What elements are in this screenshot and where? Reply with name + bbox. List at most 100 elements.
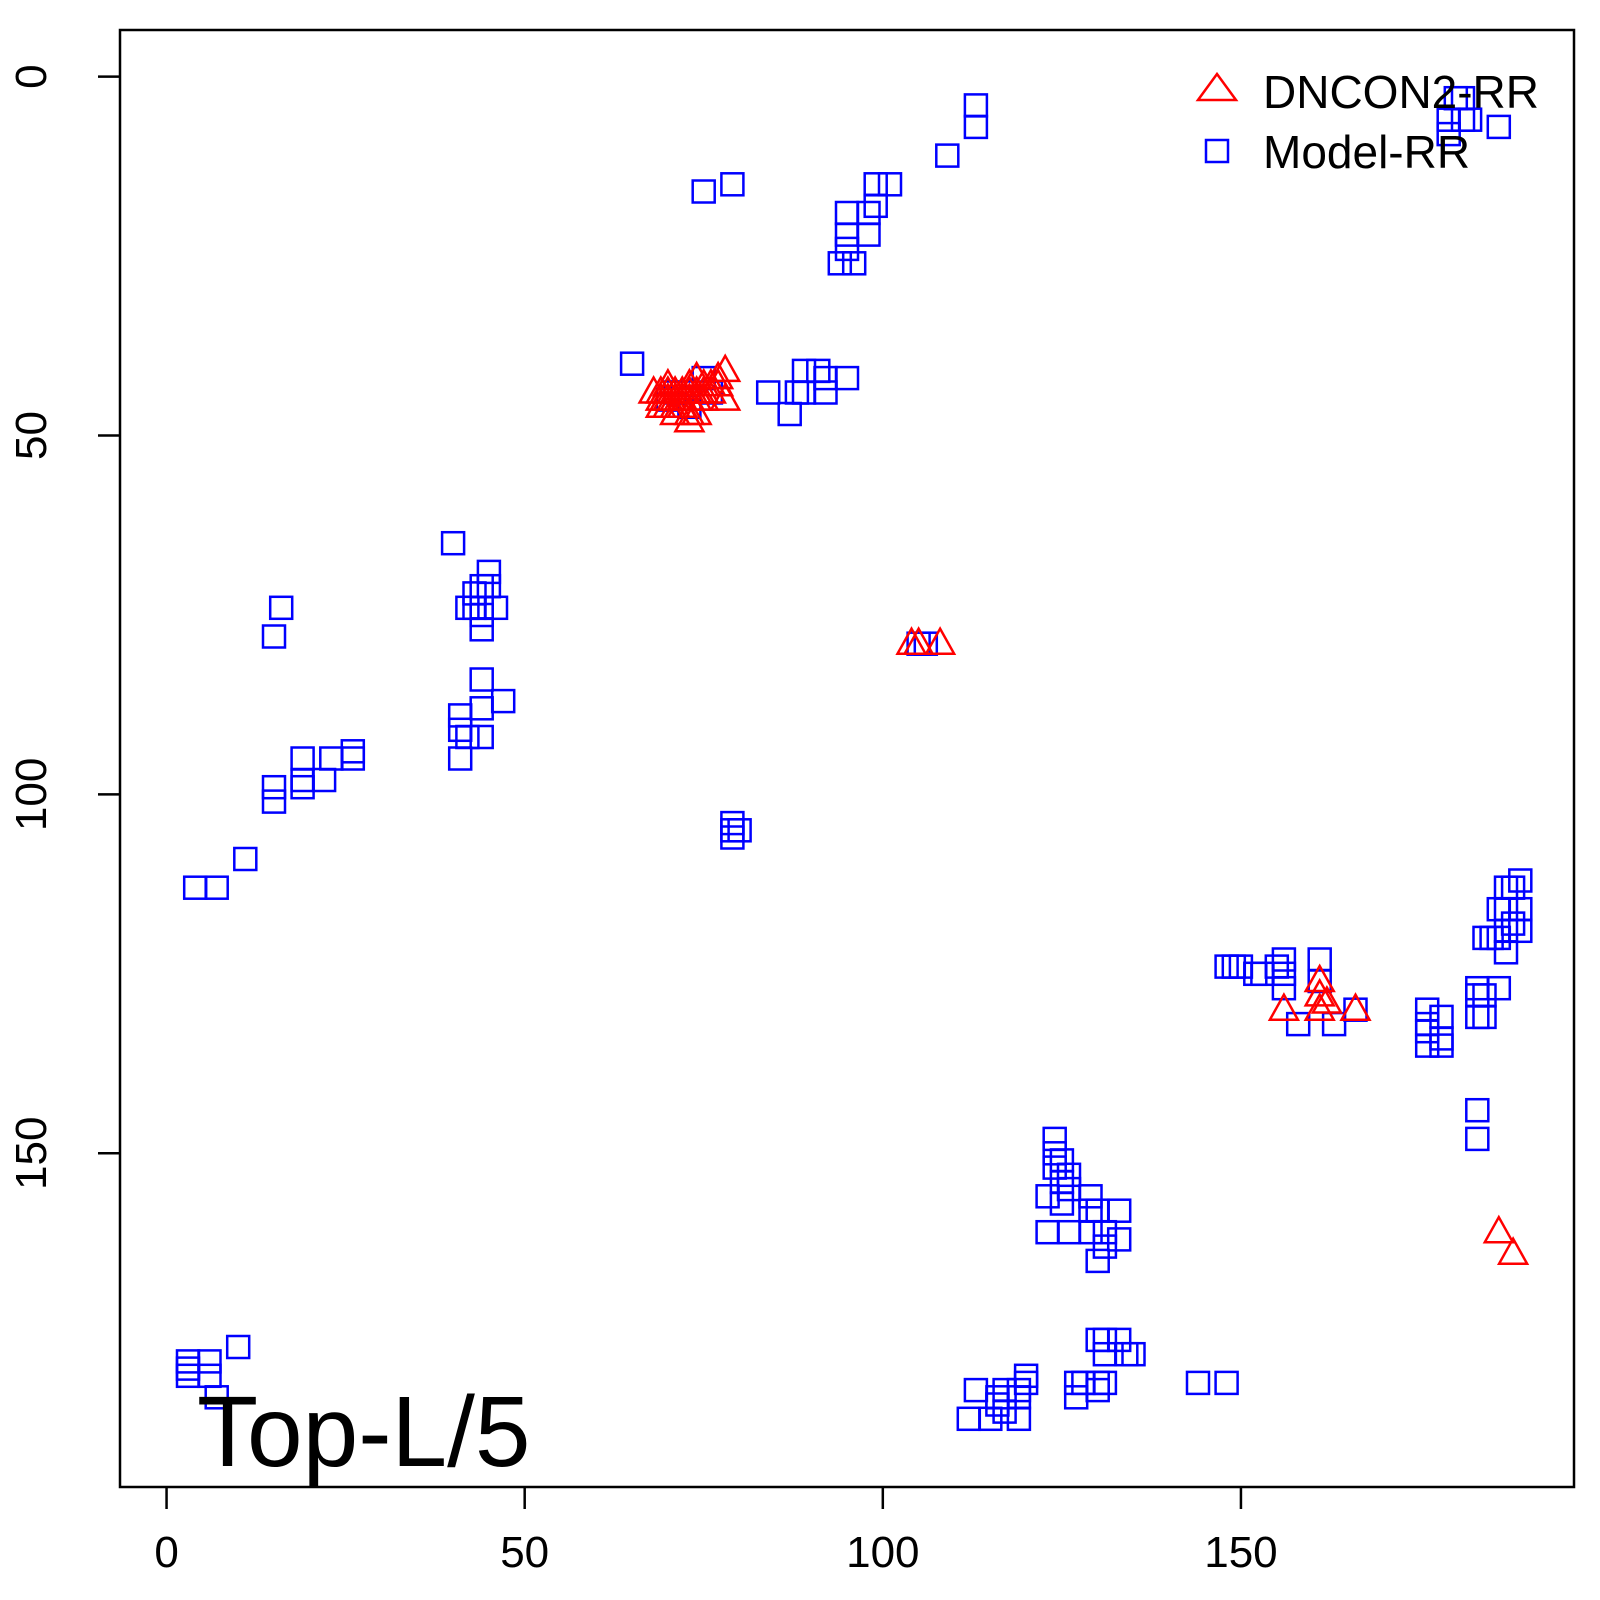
dncon2-rr-point [1267,992,1301,1021]
model-rr-point [1006,1406,1032,1432]
model-rr-point [440,530,466,556]
y-tick-label: 150 [7,1117,56,1190]
model-rr-point [985,1392,1010,1417]
model-rr-point [1271,947,1297,972]
model-rr-point [483,595,509,621]
x-tick-label: 100 [846,1528,919,1577]
model-rr-point [1092,1370,1118,1396]
axis-ticks: 0 50 100 150 0 50 100 150 [7,64,1278,1577]
model-rr-point [1414,1033,1440,1058]
model-rr-point [1085,1248,1110,1274]
model-rr-point [469,602,494,628]
model-rr-point [1092,1327,1118,1353]
model-rr-point [476,559,502,585]
dncon2-rr-point [1303,992,1336,1021]
model-rr-point [727,818,752,843]
model-rr-point [1414,1018,1440,1044]
model-rr-point [720,172,745,197]
model-rr-point [469,617,494,642]
model-rr-point [1106,1198,1132,1223]
x-tick-label: 0 [154,1528,178,1577]
model-rr-point [1056,1162,1082,1188]
model-rr-point [1049,1191,1075,1216]
dncon2-rr-point [1496,1236,1530,1265]
model-rr-point [261,774,287,800]
model-rr-point [1092,1234,1118,1259]
model-rr-point [469,667,494,692]
plot-frame [118,28,1576,1489]
model-rr-point [1472,1004,1497,1030]
model-rr-point [1271,961,1297,987]
legend: DNCON2-RR Model-RR [1195,66,1539,178]
model-rr-point [720,825,745,850]
model-rr-point [813,380,838,405]
model-rr-point [863,193,888,219]
model-rr-point [225,1334,251,1360]
model-rr-point [1106,1327,1132,1353]
y-tick-label: 50 [7,411,56,460]
model-rr-point [1042,1155,1067,1180]
dncon2-rr-point [1303,977,1336,1007]
model-rr-point [1106,1227,1132,1252]
model-rr-point [261,624,287,649]
model-rr-point [935,143,960,168]
legend-label-dncon2-rr: DNCON2-RR [1263,66,1539,118]
dncon2-rr-point [673,403,706,433]
dncon2-rr-point [680,396,713,426]
model-rr-point [841,251,867,276]
model-rr-point [233,846,258,872]
model-rr-point [834,236,860,262]
legend-label-model-rr: Model-RR [1263,126,1470,178]
model-rr-point [204,1385,229,1410]
dncon2-rr-point [701,360,735,390]
y-tick-label: 100 [7,758,56,831]
model-rr-point [1214,1370,1239,1396]
model-rr-point [1500,911,1526,936]
model-rr-point [1450,85,1476,111]
model-rr-point [1465,1097,1490,1123]
dncon2-rr-point [902,626,935,655]
y-tick-label: 0 [7,64,56,88]
model-rr-point [755,380,781,405]
model-rr-point [1085,1377,1110,1403]
model-rr-point [261,789,287,814]
dncon2-rr-point [687,382,720,411]
model-rr-point [1429,1033,1454,1058]
model-rr-point [1271,975,1297,1001]
model-rr-point [1508,868,1533,893]
model-rr-point [992,1399,1017,1424]
model-rr-point [978,1406,1003,1432]
model-rr-point [1185,1370,1211,1396]
model-rr-point [1436,107,1461,132]
model-rr-point [877,172,903,197]
model-rr-point [268,595,294,621]
model-rr-point [1092,1219,1118,1245]
model-rr-point [1486,925,1512,951]
model-rr-point [1078,1184,1103,1209]
model-rr-point [1285,1011,1311,1037]
model-rr-point [197,1349,222,1374]
model-rr-point [1078,1219,1103,1245]
data-points [175,85,1533,1432]
model-rr-point [691,179,716,204]
model-rr-point [1042,1141,1067,1166]
model-rr-point [834,222,860,247]
dncon2-rr-point [1310,984,1344,1014]
dncon2-rr-point [1339,992,1372,1021]
dncon2-rr-point [709,382,742,411]
model-rr-point [1035,1184,1060,1209]
model-rr-point [447,746,473,771]
dncon2-rr-point [694,374,728,404]
model-rr-point [182,875,208,900]
model-rr-point [827,251,853,276]
model-rr-point [290,774,315,800]
x-tick-label: 50 [500,1528,549,1577]
model-rr-point [963,1377,989,1403]
model-rr-point [619,351,645,376]
model-rr-point [1493,940,1519,965]
model-rr-point [1486,975,1512,1001]
model-rr-point [963,114,989,140]
dncon2-rr-point [709,353,742,383]
